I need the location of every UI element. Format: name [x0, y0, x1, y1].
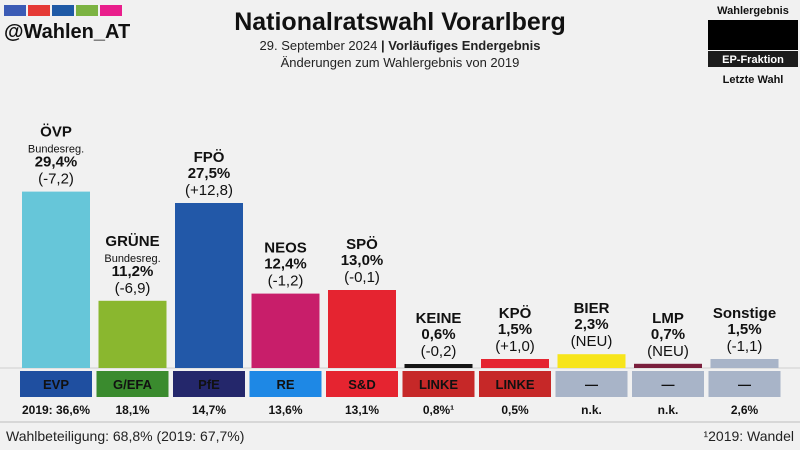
turnout-text: Wahlbeteiligung: 68,8% (2019: 67,7%): [6, 428, 244, 444]
previous-result-label: n.k.: [658, 403, 679, 417]
note-label: Bundesreg.: [104, 253, 160, 265]
change-label: (-7,2): [38, 171, 74, 188]
handle-color-square: [4, 5, 26, 16]
ep-group-label: S&D: [348, 377, 375, 392]
ep-group-label: G/EFA: [113, 377, 153, 392]
legend-box: Wahlergebnis EP-Fraktion Letzte Wahl: [708, 5, 798, 86]
value-label: 1,5%: [498, 321, 532, 338]
bar-10: [710, 359, 779, 368]
ep-group-box: [173, 371, 245, 397]
previous-result-label: 13,1%: [345, 403, 379, 417]
value-label: 0,7%: [651, 326, 685, 343]
chart-title: Nationalratswahl Vorarlberg: [234, 8, 566, 36]
bar-8: [557, 354, 626, 368]
value-label: 29,4%: [35, 154, 78, 171]
legend-ep-label: EP-Fraktion: [722, 54, 784, 66]
previous-result-label: 2019: 36,6%: [22, 403, 90, 417]
previous-result-label: 18,1%: [115, 403, 149, 417]
change-label: (NEU): [647, 343, 689, 360]
value-label: 27,5%: [188, 165, 231, 182]
category-label: ÖVP: [40, 124, 72, 141]
bar-6: [404, 364, 473, 368]
handle-color-square: [76, 5, 98, 16]
ep-group-label: RE: [276, 377, 294, 392]
handle-color-square: [100, 5, 122, 16]
legend-title: Wahlergebnis: [717, 5, 789, 17]
category-label: KPÖ: [499, 305, 532, 322]
change-label: (-1,1): [727, 338, 763, 355]
category-label: LMP: [652, 310, 684, 327]
ep-group-box: [20, 371, 92, 397]
ep-group-box: [479, 371, 551, 397]
change-label: (-1,2): [268, 273, 304, 290]
previous-result-label: 0,8%¹: [423, 403, 454, 417]
ep-group-box: [249, 371, 322, 397]
ep-group-box: [632, 371, 704, 397]
footnote-text: ¹2019: Wandel: [703, 428, 794, 444]
legend-last-label: Letzte Wahl: [723, 74, 784, 86]
change-label: (-0,2): [421, 343, 457, 360]
change-label: (-0,1): [344, 269, 380, 286]
ep-group-label: PfE: [198, 377, 220, 392]
previous-result-label: n.k.: [581, 403, 602, 417]
note-label: Bundesreg.: [28, 144, 84, 156]
value-label: 11,2%: [112, 263, 154, 280]
legend-result-swatch: [708, 20, 798, 50]
ep-group-box: [96, 371, 169, 397]
previous-result-label: 13,6%: [268, 403, 302, 417]
previous-result-label: 14,7%: [192, 403, 226, 417]
change-label: (+1,0): [495, 338, 535, 355]
handle-color-square: [52, 5, 74, 16]
bar-9: [634, 363, 702, 368]
value-label: 13,0%: [341, 252, 384, 269]
chart-subtitle: 29. September 2024 | Vorläufiges Enderge…: [260, 38, 541, 53]
ep-group-box: [555, 371, 628, 397]
bar-2: [98, 300, 167, 368]
ep-group-label: LINKE: [496, 377, 535, 392]
handle-text: @Wahlen_AT: [4, 21, 130, 43]
ep-group-box: [326, 371, 398, 397]
ep-group-label: —: [662, 377, 675, 392]
change-label: (-6,9): [115, 280, 151, 297]
bar-7: [481, 359, 549, 368]
value-label: 2,3%: [574, 316, 608, 333]
subtitle-date: 29. September 2024: [260, 38, 378, 53]
previous-result-label: 2,6%: [731, 403, 759, 417]
handle-color-square: [28, 5, 50, 16]
value-label: 1,5%: [727, 321, 761, 338]
ep-group-label: —: [738, 377, 751, 392]
subtitle-separator: |: [381, 38, 385, 53]
change-label: (+12,8): [185, 182, 233, 199]
legend-ep-swatch: [708, 51, 798, 67]
category-label: NEOS: [264, 240, 307, 257]
handle-color-strip: [4, 5, 122, 16]
change-label: (NEU): [571, 333, 613, 350]
ep-group-box: [708, 371, 781, 397]
category-label: FPÖ: [194, 149, 225, 166]
ep-group-label: LINKE: [419, 377, 458, 392]
chart-subtitle-changes: Änderungen zum Wahlergebnis von 2019: [281, 55, 520, 70]
category-label: SPÖ: [346, 236, 378, 253]
ep-group-box: [402, 371, 475, 397]
value-label: 0,6%: [421, 326, 455, 343]
ep-group-label: EVP: [43, 377, 69, 392]
bar-5: [328, 290, 396, 368]
ep-group-label: —: [585, 377, 598, 392]
subtitle-status: Vorläufiges Endergebnis: [388, 38, 540, 53]
category-label: GRÜNE: [105, 233, 159, 250]
previous-result-label: 0,5%: [501, 403, 529, 417]
bar-3: [175, 203, 243, 368]
category-label: Sonstige: [713, 305, 776, 322]
category-label: KEINE: [416, 310, 462, 327]
bar-4: [251, 293, 320, 368]
value-label: 12,4%: [264, 256, 307, 273]
category-label: BIER: [574, 300, 610, 317]
bar-1: [22, 191, 90, 368]
